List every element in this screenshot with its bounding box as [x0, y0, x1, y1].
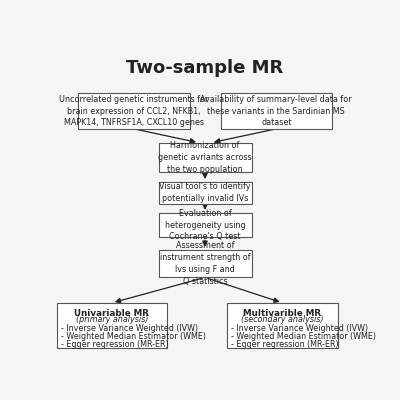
Text: Two-sample MR: Two-sample MR	[126, 59, 284, 77]
Text: (primary analysis): (primary analysis)	[76, 314, 148, 324]
Text: Assessment of
instrument strength of
Ivs using F and
Q statistics: Assessment of instrument strength of Ivs…	[160, 242, 250, 286]
Text: - Weighted Median Estimator (WME): - Weighted Median Estimator (WME)	[231, 332, 376, 341]
Bar	[158, 213, 252, 238]
Text: Availability of summary-level data for
these variants in the Sardinian MS
datase: Availability of summary-level data for t…	[200, 95, 352, 128]
Text: Harmonization of
genetic avriants across
the two population: Harmonization of genetic avriants across…	[158, 141, 252, 174]
Text: - Egger regression (MR-ER): - Egger regression (MR-ER)	[231, 340, 339, 349]
Text: - Inverse Variance Weighted (IVW): - Inverse Variance Weighted (IVW)	[231, 324, 368, 333]
Bar	[158, 143, 252, 172]
Text: (secondary analysis): (secondary analysis)	[241, 314, 324, 324]
Bar	[228, 303, 338, 348]
Text: - Inverse Variance Weighted (IVW): - Inverse Variance Weighted (IVW)	[61, 324, 198, 333]
Text: Multivarible MR: Multivarible MR	[244, 309, 322, 318]
Bar	[57, 303, 167, 348]
Text: Evaluation of
heterogeneity using
Cochrane's Q test: Evaluation of heterogeneity using Cochra…	[165, 209, 245, 241]
Bar	[78, 94, 190, 129]
Text: - Egger regression (MR-ER): - Egger regression (MR-ER)	[61, 340, 168, 349]
Text: - Weighted Median Estimator (WME): - Weighted Median Estimator (WME)	[61, 332, 206, 341]
Bar	[158, 250, 252, 278]
Text: Uncorrelated genetic instruments for
brain expression of CCL2, NFKB1,
MAPK14, TN: Uncorrelated genetic instruments for bra…	[59, 95, 208, 128]
Text: Visual tool's to identify
potentially invalid IVs: Visual tool's to identify potentially in…	[159, 182, 251, 203]
Bar	[220, 94, 332, 129]
Bar	[158, 182, 252, 204]
Text: Univariable MR: Univariable MR	[74, 309, 150, 318]
